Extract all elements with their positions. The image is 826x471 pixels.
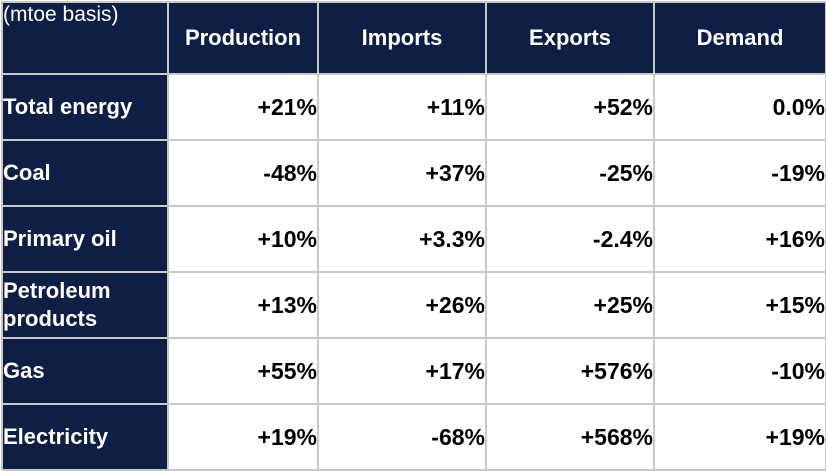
table-cell: +19%: [167, 403, 319, 471]
table-cell: -19%: [653, 139, 826, 207]
table-cell: +11%: [317, 73, 487, 141]
table-cell: +26%: [317, 271, 487, 339]
table-row: Total energy +21% +11% +52% 0.0%: [1, 73, 826, 141]
column-header-imports: Imports: [317, 1, 487, 75]
table-row: Electricity +19% -68% +568% +19%: [1, 403, 826, 471]
table-cell: +55%: [167, 337, 319, 405]
table-row: Coal -48% +37% -25% -19%: [1, 139, 826, 207]
table-cell: +3.3%: [317, 205, 487, 273]
table-cell: +10%: [167, 205, 319, 273]
row-header: Petroleum products: [1, 271, 169, 339]
table-cell: +15%: [653, 271, 826, 339]
table-cell: -2.4%: [485, 205, 655, 273]
row-header: Electricity: [1, 403, 169, 471]
table-cell: +21%: [167, 73, 319, 141]
table-cell: +576%: [485, 337, 655, 405]
row-header: Total energy: [1, 73, 169, 141]
row-header: Coal: [1, 139, 169, 207]
table-cell: +13%: [167, 271, 319, 339]
table-cell: -25%: [485, 139, 655, 207]
table-row: Gas +55% +17% +576% -10%: [1, 337, 826, 405]
column-header-exports: Exports: [485, 1, 655, 75]
table-cell: +19%: [653, 403, 826, 471]
table-cell: -10%: [653, 337, 826, 405]
table-cell: +52%: [485, 73, 655, 141]
header-row: (mtoe basis) Production Imports Exports …: [1, 1, 826, 75]
table-cell: +25%: [485, 271, 655, 339]
row-header: Primary oil: [1, 205, 169, 273]
table-cell: -48%: [167, 139, 319, 207]
column-header-production: Production: [167, 1, 319, 75]
table-row: Primary oil +10% +3.3% -2.4% +16%: [1, 205, 826, 273]
table-cell: 0.0%: [653, 73, 826, 141]
table-row: Petroleum products +13% +26% +25% +15%: [1, 271, 826, 339]
table-cell: +16%: [653, 205, 826, 273]
unit-label: (mtoe basis): [1, 1, 169, 75]
row-header: Gas: [1, 337, 169, 405]
table-cell: +568%: [485, 403, 655, 471]
table-cell: -68%: [317, 403, 487, 471]
table-cell: +37%: [317, 139, 487, 207]
table-cell: +17%: [317, 337, 487, 405]
column-header-demand: Demand: [653, 1, 826, 75]
